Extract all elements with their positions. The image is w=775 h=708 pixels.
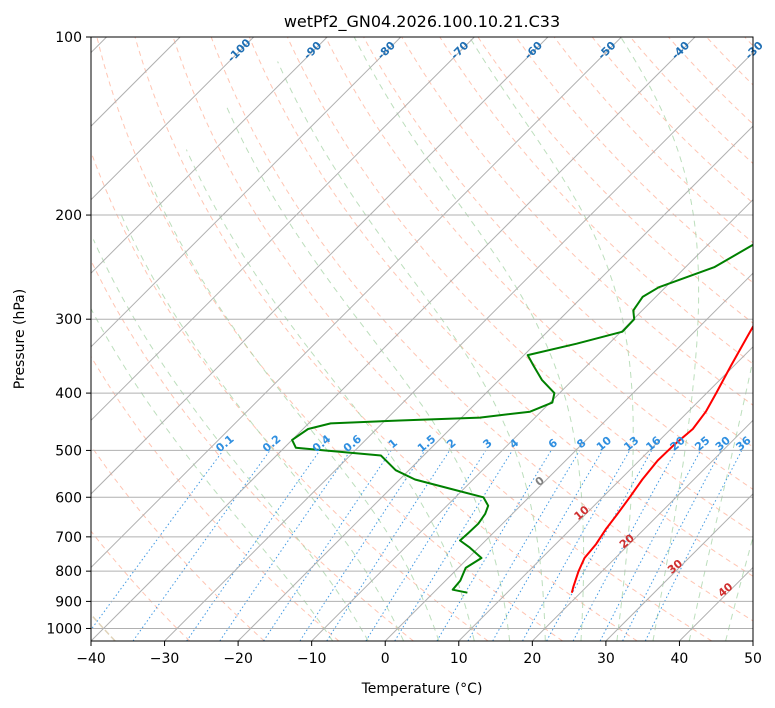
y-tick-label: 900: [55, 594, 82, 610]
x-tick-label: 20: [523, 651, 541, 667]
isotherm-line: [531, 419, 753, 641]
x-tick-label: 0: [381, 651, 390, 667]
dry-adiabat-line: [401, 37, 753, 406]
moist-adiabat-line: [120, 214, 405, 641]
plot-background: [91, 37, 753, 641]
isotherm-line: [91, 37, 402, 348]
dry-adiabat-line: [91, 355, 340, 641]
isotherm-line: [605, 493, 753, 641]
dry-adiabat-line: [554, 37, 753, 244]
y-tick-label: 800: [55, 564, 82, 580]
isotherm-line: [237, 125, 753, 641]
moist-adiabat-line: [185, 149, 475, 641]
moist-adiabat-line: [225, 104, 511, 641]
x-tick-label: −20: [223, 651, 253, 667]
moist-adiabat-line: [353, 37, 585, 641]
temperature-line: [570, 324, 753, 593]
dry-adiabat-line: [91, 530, 191, 641]
moist-adiabat-line: [620, 37, 700, 641]
y-tick-label: 400: [55, 386, 82, 402]
isotherm-line: [91, 37, 622, 569]
mixing-ratio-line: [394, 450, 513, 641]
x-tick-label: −40: [76, 651, 106, 667]
isotherm-line: [91, 37, 549, 495]
dry-adiabat-line: [630, 37, 753, 165]
x-tick-label: 40: [671, 651, 689, 667]
dry-adiabat-line: [477, 37, 753, 324]
isotherm-line: [91, 37, 696, 641]
dry-adiabat-line: [91, 150, 489, 641]
y-tick-label: 700: [55, 530, 82, 546]
moist-adiabat-line: [91, 307, 334, 641]
dry-adiabat-line: [287, 37, 753, 534]
y-axis-ticks: 100 200 300 400 500 600 700 800 900 1000: [46, 30, 91, 637]
x-tick-label: −10: [297, 651, 327, 667]
x-tick-label: −30: [150, 651, 180, 667]
y-tick-label: 200: [55, 208, 82, 224]
mixing-ratio-line: [299, 450, 426, 641]
dewpoint-line: [291, 243, 753, 594]
mixing-ratio-line: [219, 450, 351, 641]
x-tick-label: 30: [597, 651, 615, 667]
moist-adiabat-line: [149, 180, 440, 641]
moist-adiabat-line: [92, 239, 369, 641]
grid-lines: [91, 37, 753, 641]
isotherm-line: [458, 346, 753, 641]
isotherm-line: [311, 198, 753, 641]
mixing-ratio-line: [186, 450, 320, 641]
y-tick-label: 100: [55, 30, 82, 46]
y-tick-label: 500: [55, 443, 82, 459]
mixing-ratio-line: [522, 450, 630, 641]
dry-adiabat-line: [515, 37, 753, 284]
mixing-ratio-line: [365, 450, 486, 641]
chart-title: wetPf2_GN04.2026.100.10.21.C33: [284, 12, 560, 32]
x-axis-ticks: −40 −30 −20 −10 0 10 20 30 40 50: [76, 641, 762, 667]
isotherm-line: [91, 37, 328, 274]
moist-adiabat-line: [688, 357, 753, 641]
x-tick-label: 50: [744, 651, 762, 667]
dry-adiabat-line: [210, 37, 753, 622]
dry-adiabat-line: [134, 37, 638, 641]
isotherm-line: [164, 51, 753, 641]
moist-adiabat-line: [468, 37, 634, 641]
dry-adiabat-line: [592, 37, 753, 204]
background-lines: [91, 37, 753, 641]
x-tick-label: 10: [450, 651, 468, 667]
mixing-ratio-line: [467, 450, 580, 641]
mixing-ratio-line: [436, 450, 552, 641]
mixing-ratio-line: [91, 450, 224, 631]
dry-adiabat-line: [325, 37, 753, 490]
isotherm-line: [91, 37, 255, 201]
isotherm-line: [91, 37, 475, 422]
mixing-ratio-line: [132, 450, 271, 641]
dry-adiabat-line: [439, 37, 753, 365]
plot-frame: [90, 36, 754, 642]
y-tick-label: 300: [55, 312, 82, 328]
dry-adiabat-line: [249, 37, 753, 577]
mixing-ratio-line: [546, 450, 652, 641]
y-tick-label: 1000: [46, 621, 82, 637]
y-axis-label: Pressure (hPa): [12, 289, 28, 389]
mixing-ratio-line: [644, 450, 742, 641]
isotherm-line: [384, 272, 753, 641]
x-axis-label: Temperature (°C): [361, 681, 483, 697]
mixing-ratio-line: [492, 450, 603, 641]
y-tick-label: 600: [55, 490, 82, 506]
profile-lines: [291, 243, 753, 594]
